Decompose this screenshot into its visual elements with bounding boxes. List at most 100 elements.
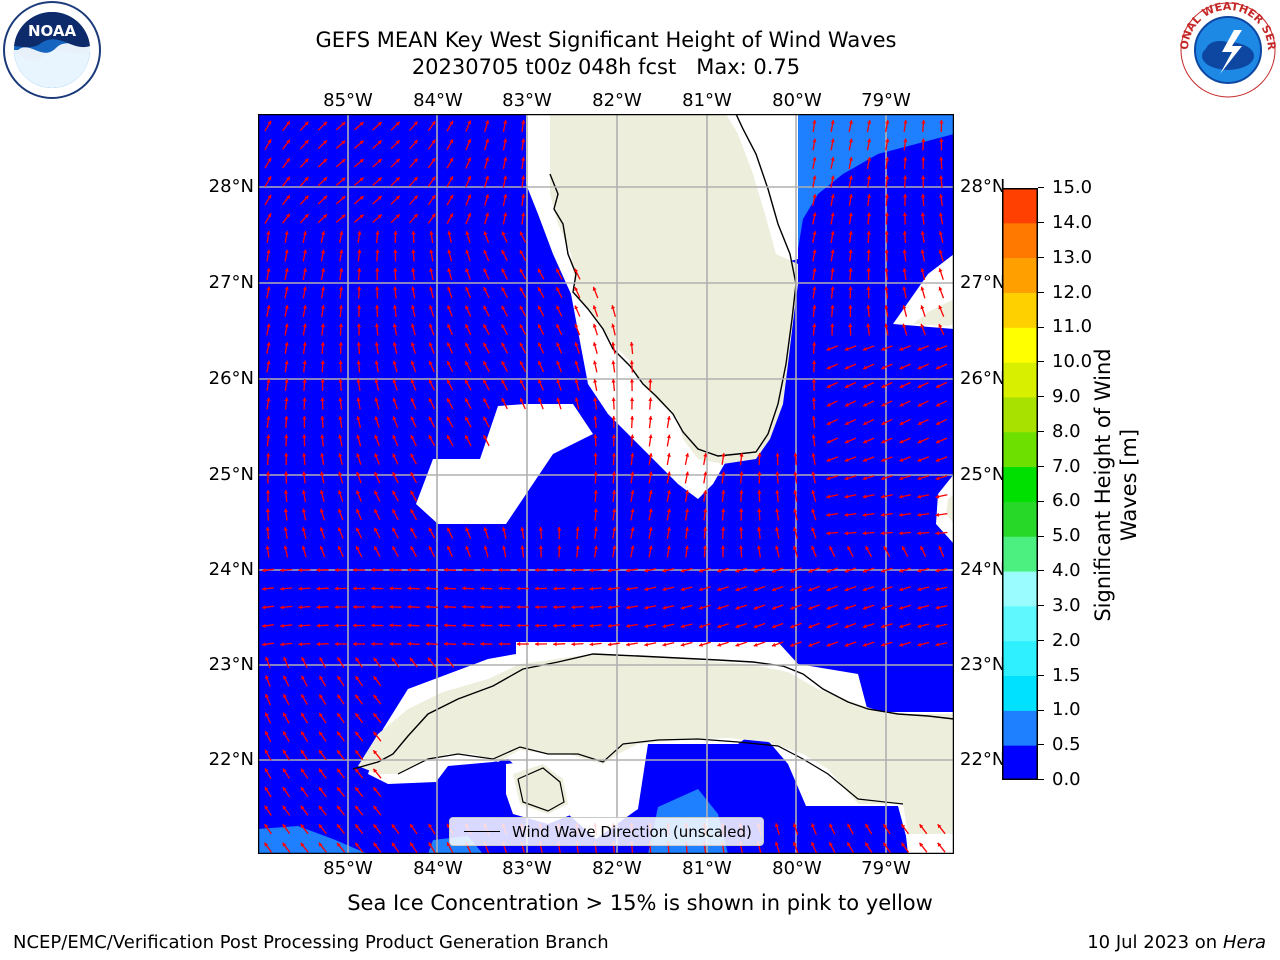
wave-direction-arrow — [571, 605, 584, 610]
wave-direction-arrow — [425, 604, 438, 609]
wave-direction-arrow — [264, 805, 272, 816]
colorbar-swatch — [1002, 675, 1038, 711]
wave-direction-arrow — [519, 268, 527, 280]
wave-direction-arrow — [284, 249, 289, 262]
wave-direction-arrow — [298, 623, 311, 628]
wave-direction-arrow — [264, 712, 272, 724]
wave-direction-arrow — [680, 604, 693, 610]
wave-direction-arrow — [844, 475, 857, 481]
wave-direction-arrow — [282, 139, 291, 150]
wave-direction-arrow — [775, 526, 780, 540]
wave-direction-arrow — [282, 120, 291, 132]
wave-direction-arrow — [301, 675, 308, 687]
wave-direction-arrow — [302, 452, 307, 466]
wave-direction-arrow — [648, 378, 653, 392]
wave-direction-arrow — [917, 512, 930, 517]
wave-direction-arrow — [353, 586, 365, 591]
wave-direction-arrow — [320, 471, 325, 484]
wave-direction-arrow — [648, 415, 653, 429]
wave-direction-arrow — [593, 526, 598, 540]
wave-direction-arrow — [301, 489, 307, 503]
wave-direction-arrow — [880, 494, 893, 499]
wave-direction-arrow — [903, 156, 908, 170]
wave-direction-arrow — [480, 586, 493, 591]
colorbar-label: Significant Height of Wind Waves [m] — [1091, 348, 1141, 622]
wave-direction-arrow — [846, 841, 854, 854]
wave-direction-arrow — [899, 437, 911, 444]
wave-direction-arrow — [884, 193, 890, 207]
wave-direction-arrow — [516, 586, 529, 591]
wave-direction-arrow — [538, 545, 543, 558]
wave-direction-arrow — [501, 323, 509, 336]
wave-direction-arrow — [334, 568, 347, 573]
wave-direction-arrow — [630, 397, 635, 410]
wave-direction-arrow — [464, 434, 472, 447]
wave-direction-arrow — [862, 363, 875, 370]
wave-direction-arrow — [392, 342, 398, 354]
wave-direction-arrow — [301, 545, 307, 558]
colorbar-tick-mark — [1038, 291, 1044, 293]
wave-direction-arrow — [336, 712, 345, 724]
wave-direction-arrow — [862, 531, 875, 536]
wave-direction-arrow — [374, 323, 379, 336]
wave-direction-arrow — [284, 379, 289, 391]
wave-direction-arrow — [589, 586, 602, 591]
wave-direction-arrow — [280, 605, 293, 610]
wave-direction-arrow — [811, 434, 816, 447]
wave-direction-arrow — [266, 416, 271, 428]
wave-direction-arrow — [300, 768, 309, 779]
wave-direction-arrow — [266, 304, 271, 318]
wave-direction-arrow — [446, 194, 454, 206]
wave-direction-arrow — [318, 675, 327, 687]
legend-label: Wind Wave Direction (unscaled) — [512, 822, 752, 841]
wave-direction-arrow — [899, 400, 911, 407]
wave-direction-arrow — [354, 786, 364, 798]
wave-direction-arrow — [410, 545, 417, 558]
wave-direction-arrow — [592, 342, 598, 354]
wave-direction-arrow — [644, 605, 657, 610]
wave-direction-arrow — [392, 323, 398, 336]
wave-direction-arrow — [789, 585, 802, 592]
wave-band-patch — [750, 114, 954, 249]
wave-direction-arrow — [317, 121, 328, 131]
wave-direction-arrow — [264, 730, 272, 743]
wave-direction-arrow — [864, 842, 873, 853]
wave-direction-arrow — [589, 568, 602, 573]
wave-direction-arrow — [301, 527, 307, 539]
colorbar-tick-label: 2.0 — [1052, 629, 1081, 651]
wave-direction-arrow — [611, 397, 616, 410]
wave-direction-arrow — [811, 823, 817, 835]
colorbar-tick-mark — [1038, 396, 1044, 398]
wave-direction-arrow — [375, 267, 380, 281]
wave-direction-arrow — [335, 177, 346, 186]
wave-direction-arrow — [519, 342, 527, 354]
wave-direction-arrow — [901, 545, 909, 558]
wave-direction-arrow — [903, 175, 908, 188]
wave-direction-arrow — [516, 604, 529, 610]
wave-direction-arrow — [935, 623, 948, 629]
wave-direction-arrow — [392, 416, 399, 428]
wave-direction-arrow — [393, 267, 398, 281]
wave-direction-arrow — [373, 842, 382, 853]
wave-direction-arrow — [266, 434, 271, 447]
wave-direction-arrow — [298, 586, 311, 591]
wave-direction-arrow — [884, 249, 889, 262]
lat-label-left: 28°N — [208, 176, 254, 197]
wave-direction-arrow — [680, 623, 693, 629]
colorbar-swatch — [1002, 292, 1038, 328]
wave-direction-arrow — [884, 323, 889, 336]
colorbar-tick-label: 0.5 — [1052, 734, 1081, 756]
wave-direction-arrow — [355, 527, 363, 539]
wave-direction-arrow — [501, 231, 508, 243]
wave-direction-arrow — [502, 156, 508, 170]
wave-direction-arrow — [703, 471, 708, 484]
wave-direction-arrow — [354, 768, 364, 779]
wave-direction-arrow — [808, 567, 820, 573]
wave-direction-arrow — [844, 400, 857, 407]
wave-direction-arrow — [918, 842, 928, 853]
wind-wave-arrows — [262, 119, 948, 854]
wave-direction-arrow — [902, 268, 907, 280]
wave-direction-arrow — [920, 268, 926, 280]
lon-label-bottom: 82°W — [592, 858, 642, 879]
wave-direction-arrow — [625, 568, 639, 573]
